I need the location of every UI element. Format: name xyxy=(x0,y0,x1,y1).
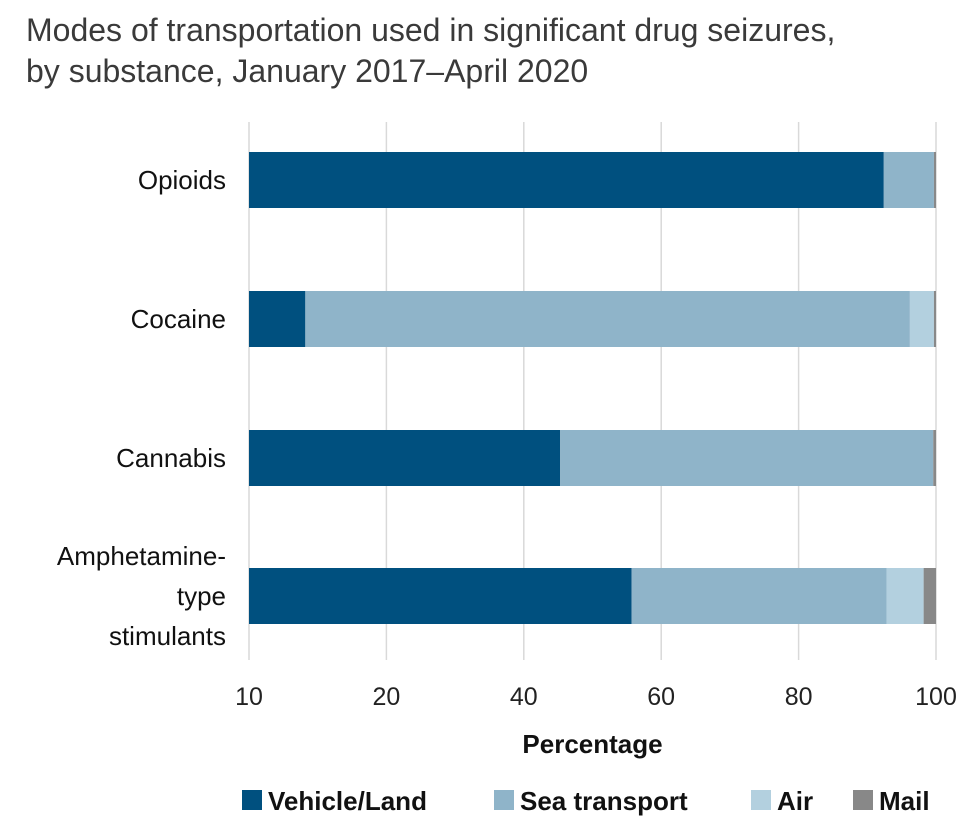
legend-label: Air xyxy=(777,786,813,816)
bar-segment-sea-transport xyxy=(305,291,910,347)
bar-segment-vehicle-land xyxy=(249,568,632,624)
bar-segment-vehicle-land xyxy=(249,152,884,208)
chart-title-line: by substance, January 2017–April 2020 xyxy=(26,53,589,89)
x-tick-label: 80 xyxy=(785,683,813,711)
category-label: Opioids xyxy=(138,165,226,195)
x-axis-title: Percentage xyxy=(522,729,662,759)
bar-segment-air xyxy=(909,291,934,347)
category-label: Amphetamine- xyxy=(57,541,226,571)
category-label: type xyxy=(177,581,226,611)
bar-segment-vehicle-land xyxy=(249,291,306,347)
bar-segment-sea-transport xyxy=(883,152,934,208)
bar-segment-mail xyxy=(923,568,936,624)
x-tick-label: 10 xyxy=(235,683,263,711)
legend-label: Vehicle/Land xyxy=(268,786,427,816)
x-tick-label: 60 xyxy=(647,683,675,711)
x-tick-label: 40 xyxy=(510,683,538,711)
bar-segment-sea-transport xyxy=(631,568,887,624)
category-label: Cannabis xyxy=(116,443,226,473)
bar-segment-air xyxy=(886,568,924,624)
category-label: stimulants xyxy=(109,621,226,651)
chart-title-line: Modes of transportation used in signific… xyxy=(26,12,836,48)
x-tick-label: 100 xyxy=(915,683,957,711)
legend-swatch xyxy=(242,790,262,810)
legend-label: Sea transport xyxy=(520,786,688,816)
chart-title: Modes of transportation used in signific… xyxy=(26,10,835,92)
bar-segment-mail xyxy=(933,291,936,347)
legend-swatch xyxy=(494,790,514,810)
bar-segment-mail xyxy=(933,430,936,486)
category-label: Cocaine xyxy=(131,304,226,334)
legend-swatch xyxy=(853,790,873,810)
bar-segment-mail xyxy=(933,152,936,208)
legend-swatch xyxy=(751,790,771,810)
x-tick-label: 20 xyxy=(372,683,400,711)
bar-segment-sea-transport xyxy=(560,430,934,486)
legend-label: Mail xyxy=(879,786,930,816)
bar-segment-vehicle-land xyxy=(249,430,561,486)
